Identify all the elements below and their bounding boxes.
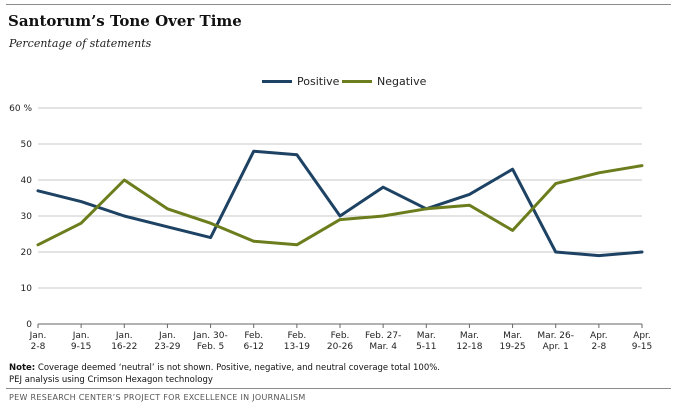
series-line-negative xyxy=(36,164,644,247)
y-tick-label: 20 xyxy=(21,248,33,258)
chart-source-note: PEJ analysis using Crimson Hexagon techn… xyxy=(9,375,213,385)
x-tick-label: Mar. 12-18 xyxy=(456,331,482,352)
chart-note: Note: Coverage deemed ‘neutral’ is not s… xyxy=(9,363,440,373)
legend-label-negative: Negative xyxy=(377,75,427,88)
x-tick-label: Apr. 9-15 xyxy=(632,331,652,352)
x-tick-label: Feb. 20-26 xyxy=(327,331,353,352)
legend-swatch-positive xyxy=(262,80,292,83)
y-tick-label: 10 xyxy=(21,284,33,294)
note-label: Note: xyxy=(9,363,36,373)
y-tick-label: 50 xyxy=(21,140,33,150)
chart-title: Santorum’s Tone Over Time xyxy=(8,12,242,30)
credit-line: PEW RESEARCH CENTER’S PROJECT FOR EXCELL… xyxy=(9,393,306,402)
x-tick-label: Mar. 5-11 xyxy=(416,331,436,352)
x-tick-label: Jan. 2-8 xyxy=(29,331,47,352)
note-text: Coverage deemed ‘neutral’ is not shown. … xyxy=(35,363,441,373)
y-tick-label: 0 xyxy=(26,320,32,330)
legend: Positive Negative xyxy=(0,75,677,93)
bottom-rule xyxy=(6,388,671,389)
legend-item-negative: Negative xyxy=(342,75,426,88)
x-tick-label: Apr. 2-8 xyxy=(590,331,608,352)
x-tick-label: Feb. 6-12 xyxy=(243,331,263,352)
chart-subtitle: Percentage of statements xyxy=(9,37,152,50)
legend-swatch-negative xyxy=(342,80,372,83)
y-tick-label: 30 xyxy=(21,212,33,222)
x-tick-label: Mar. 19-25 xyxy=(499,331,525,352)
y-tick-label: 60 % xyxy=(9,104,32,114)
legend-item-positive: Positive xyxy=(262,75,339,88)
x-tick-label: Mar. 26-Apr. 1 xyxy=(537,331,574,352)
y-tick-label: 40 xyxy=(21,176,33,186)
x-tick-label: Feb. 27-Mar. 4 xyxy=(365,331,401,352)
top-rule xyxy=(6,4,671,5)
x-tick-label: Jan. 30-Feb. 5 xyxy=(192,331,227,352)
x-tick-label: Jan. 16-22 xyxy=(111,331,137,352)
x-tick-label: Jan. 9-15 xyxy=(71,331,91,352)
x-tick-label: Jan. 23-29 xyxy=(154,331,180,352)
series-line-positive xyxy=(36,149,644,258)
legend-label-positive: Positive xyxy=(297,75,340,88)
x-tick-label: Feb. 13-19 xyxy=(284,331,310,352)
